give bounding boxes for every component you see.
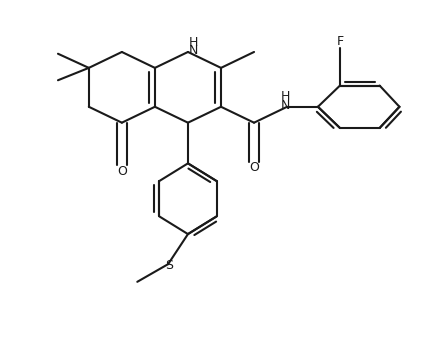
Text: H: H bbox=[281, 90, 290, 103]
Text: O: O bbox=[117, 165, 127, 178]
Text: S: S bbox=[165, 260, 173, 272]
Text: N: N bbox=[281, 98, 290, 111]
Text: O: O bbox=[249, 162, 259, 174]
Text: N: N bbox=[189, 44, 198, 57]
Text: H: H bbox=[189, 36, 198, 49]
Text: F: F bbox=[336, 35, 343, 48]
